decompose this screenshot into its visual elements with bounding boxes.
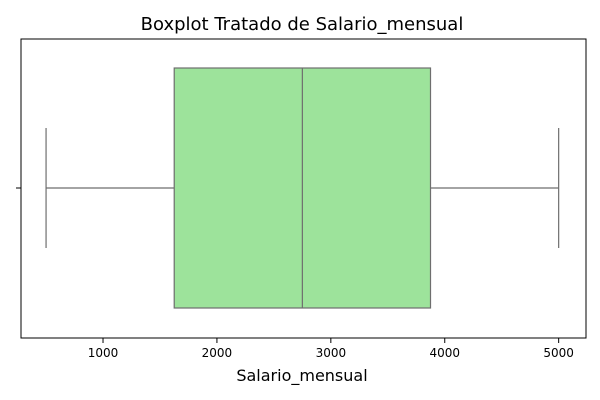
x-axis-label: Salario_mensual: [236, 366, 367, 386]
boxplot-group: [45, 67, 560, 309]
x-tick-label: 4000: [429, 346, 460, 360]
x-axis-ticks: 1000 2000 3000 4000 5000: [88, 338, 574, 360]
x-tick-label: 5000: [543, 346, 574, 360]
chart-title: Boxplot Tratado de Salario_mensual: [141, 14, 464, 35]
x-tick-label: 1000: [88, 346, 119, 360]
x-tick-label: 3000: [316, 346, 347, 360]
x-tick-label: 2000: [202, 346, 233, 360]
